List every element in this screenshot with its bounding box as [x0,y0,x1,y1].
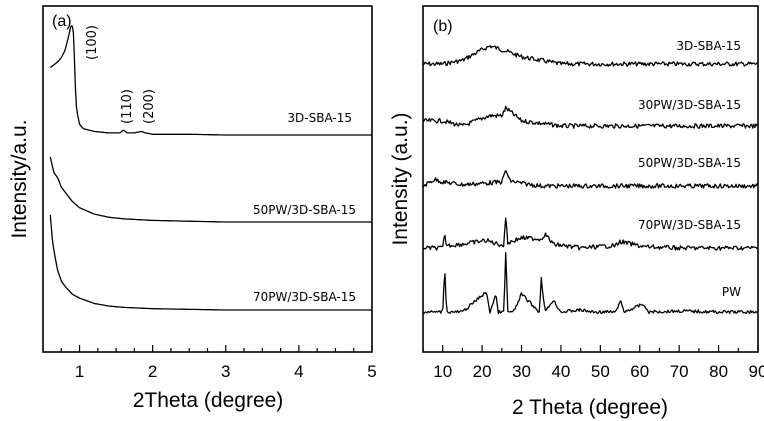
series-label-a-70pw: 70PW/3D-SBA-15 [253,290,356,304]
panel-b-frame [422,5,759,353]
panel-a: (a) 2Theta (degree) Intensity/a.u. 1 2 3 4 5… [8,5,377,412]
peak-label-110: (110) [120,89,135,124]
x-tick-label: 2 [148,362,157,381]
panel-a-ylabel: Intensity/a.u. [8,119,31,238]
x-tick-label: 4 [294,362,303,381]
panel-b: (b) 2 Theta (degree) Intensity (a.u.) 10… [389,5,764,419]
x-tick-label: 40 [551,362,570,381]
panel-a-label: (a) [52,13,72,30]
x-tick-label: 60 [630,362,649,381]
x-tick-label: 80 [709,362,728,381]
series-line-pw [422,252,759,315]
series-line-30pw-3d-sba-15 [422,105,759,129]
series-line-3d-sba-15 [422,45,759,67]
series-label-b-30pw: 30PW/3D-SBA-15 [638,98,741,112]
series-line-70pw-3d-sba-15 [422,217,759,251]
series-line-50pw-3d-sba-15 [49,156,372,223]
panel-b-ylabel: Intensity (a.u.) [389,112,412,245]
x-tick-label: 20 [473,362,492,381]
panel-b-label: (b) [433,18,453,35]
series-label-b-50pw: 50PW/3D-SBA-15 [638,156,741,170]
series-line-3d-sba-15 [49,25,372,136]
series-line-50pw-3d-sba-15 [422,170,759,189]
series-label-a-50pw: 50PW/3D-SBA-15 [253,203,356,217]
panel-b-xlabel: 2 Theta (degree) [512,396,668,419]
x-tick-label: 3 [221,362,230,381]
x-tick-label: 90 [749,362,764,381]
panel-a-series-labels: 3D-SBA-15 50PW/3D-SBA-15 70PW/3D-SBA-15 [253,111,356,304]
panel-b-series-labels: 3D-SBA-15 30PW/3D-SBA-15 50PW/3D-SBA-15 … [638,39,741,299]
x-tick-label: 70 [670,362,689,381]
series-label-a-3d-sba-15: 3D-SBA-15 [287,111,352,125]
series-label-b-pw: PW [722,285,741,299]
x-tick-label: 30 [512,362,531,381]
series-label-b-70pw: 70PW/3D-SBA-15 [638,218,741,232]
x-tick-label: 5 [367,362,376,381]
panel-a-xlabel: 2Theta (degree) [133,389,284,412]
panel-a-peak-labels: (100) (110) (200) [85,25,157,124]
panel-a-curves [49,25,372,311]
x-tick-label: 1 [75,362,84,381]
series-line-70pw-3d-sba-15 [49,214,372,311]
peak-label-100: (100) [85,25,100,60]
x-tick-label: 10 [433,362,452,381]
peak-label-200: (200) [142,89,157,124]
series-label-b-3d-sba-15: 3D-SBA-15 [676,39,741,53]
panel-a-x-ticks: 1 2 3 4 5 [42,345,377,381]
panel-b-curves [422,45,759,315]
x-tick-label: 50 [591,362,610,381]
panel-b-x-ticks: 10 20 30 40 50 60 70 80 90 [422,345,764,381]
